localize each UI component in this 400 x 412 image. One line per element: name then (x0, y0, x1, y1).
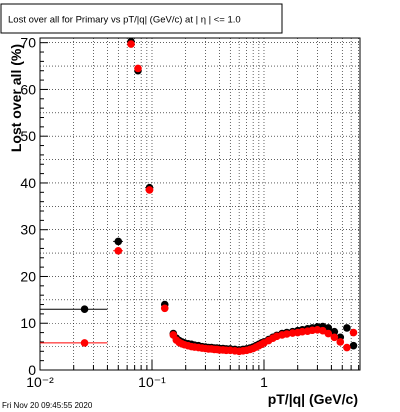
x-axis-label: pT/|q| (GeV/c) (268, 391, 358, 407)
title-box-frame (0, 3, 283, 34)
chart-title: Lost over all for Primary vs pT/|q| (GeV… (8, 15, 241, 26)
data-point (343, 324, 351, 332)
data-point (114, 246, 123, 255)
data-point (114, 237, 123, 246)
x-tick-label: 10⁻¹ (138, 374, 166, 390)
y-tick-label: 60 (20, 81, 36, 97)
y-tick-label: 20 (20, 268, 36, 284)
series-red (40, 40, 358, 356)
data-point (336, 338, 345, 346)
data-point (330, 327, 339, 336)
data-point (80, 305, 89, 314)
y-axis-label: Lost over all (%) (8, 44, 24, 152)
data-point (283, 330, 291, 338)
y-tick-label: 10 (20, 315, 36, 331)
y-tick-label: 30 (20, 222, 36, 238)
plot-frame (39, 37, 361, 371)
data-marks (40, 37, 358, 356)
title-box: Lost over all for Primary vs pT/|q| (GeV… (0, 3, 283, 34)
data-point (160, 304, 169, 313)
y-tick-label: 0 (28, 362, 36, 378)
data-point (80, 339, 89, 347)
x-tick-label: 1 (260, 374, 268, 390)
x-tick-label: 10⁻² (26, 374, 54, 390)
axes: 0 10 20 30 40 50 60 70 10⁻² 10⁻¹ 1 (20, 35, 361, 390)
y-tick-label: 70 (20, 35, 36, 51)
data-point (349, 341, 358, 350)
data-point (134, 64, 142, 73)
data-point (145, 186, 154, 194)
y-tick-label: 50 (20, 128, 36, 144)
y-tick-label: 40 (20, 175, 36, 191)
data-point (324, 329, 333, 338)
data-point (349, 328, 358, 337)
grid (40, 38, 360, 370)
data-point (127, 40, 135, 48)
footer-timestamp: Fri Nov 20 09:45:55 2020 (2, 401, 93, 410)
data-point (343, 343, 351, 352)
data-point (330, 333, 339, 342)
